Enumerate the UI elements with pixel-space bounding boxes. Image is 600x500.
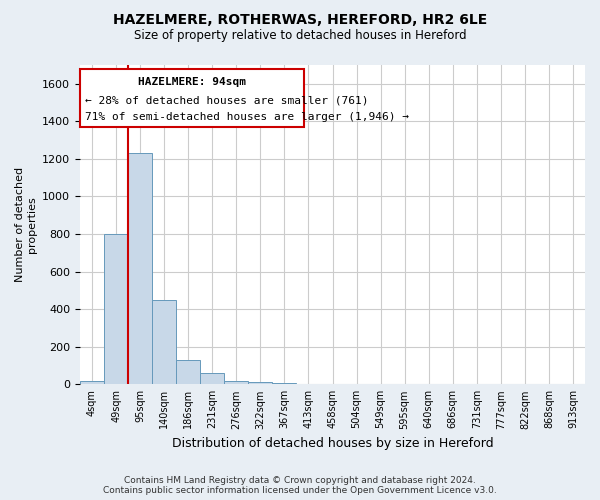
Bar xyxy=(104,234,128,384)
Text: Size of property relative to detached houses in Hereford: Size of property relative to detached ho… xyxy=(134,29,466,42)
X-axis label: Distribution of detached houses by size in Hereford: Distribution of detached houses by size … xyxy=(172,437,493,450)
Bar xyxy=(152,300,176,384)
Text: HAZELMERE, ROTHERWAS, HEREFORD, HR2 6LE: HAZELMERE, ROTHERWAS, HEREFORD, HR2 6LE xyxy=(113,12,487,26)
Bar xyxy=(200,373,224,384)
Bar xyxy=(224,380,248,384)
Text: 71% of semi-detached houses are larger (1,946) →: 71% of semi-detached houses are larger (… xyxy=(85,112,409,122)
Bar xyxy=(128,154,152,384)
FancyBboxPatch shape xyxy=(80,69,304,127)
Y-axis label: Number of detached
properties: Number of detached properties xyxy=(15,167,37,282)
Bar xyxy=(80,380,104,384)
Text: Contains HM Land Registry data © Crown copyright and database right 2024.
Contai: Contains HM Land Registry data © Crown c… xyxy=(103,476,497,495)
Bar xyxy=(248,382,272,384)
Text: HAZELMERE: 94sqm: HAZELMERE: 94sqm xyxy=(138,77,246,87)
Text: ← 28% of detached houses are smaller (761): ← 28% of detached houses are smaller (76… xyxy=(85,95,368,105)
Bar xyxy=(176,360,200,384)
